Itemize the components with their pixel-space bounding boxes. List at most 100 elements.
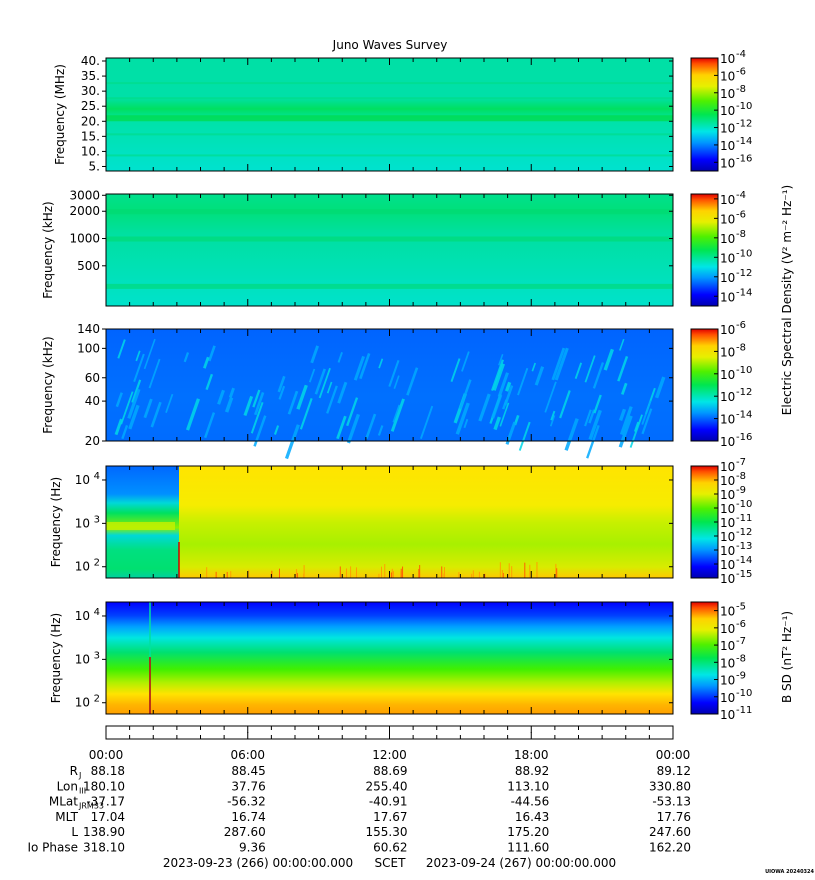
x-tick-label: 06:00 bbox=[230, 748, 265, 762]
ephemeris-value: 113.10 bbox=[507, 779, 549, 793]
colorbar-tick-exponent: -6 bbox=[736, 320, 746, 331]
colorbar-tick-exponent: -4 bbox=[736, 190, 746, 201]
wave-burst bbox=[551, 347, 566, 381]
colorbar-tick-label: 10 bbox=[720, 435, 735, 449]
colorbar-tick-exponent: -12 bbox=[736, 268, 752, 279]
ephemeris-value: 162.20 bbox=[649, 841, 691, 855]
wave-burst bbox=[503, 385, 514, 406]
colorbar-tick-label: 10 bbox=[720, 502, 735, 516]
y-tick-label: 10 bbox=[75, 560, 90, 574]
wave-burst bbox=[620, 382, 628, 395]
wave-burst bbox=[588, 409, 596, 424]
wave-burst bbox=[287, 390, 299, 415]
colorbar-tick-exponent: -10 bbox=[736, 248, 752, 259]
colorbar-tick-label: 10 bbox=[720, 87, 735, 101]
wave-burst bbox=[165, 393, 174, 413]
wave-burst bbox=[133, 353, 145, 382]
colorbar-tick-label: 10 bbox=[720, 544, 735, 558]
colorbar-tick-label: 10 bbox=[720, 122, 735, 136]
y-tick-exponent: 2 bbox=[94, 694, 100, 705]
wave-burst bbox=[392, 404, 401, 423]
ephemeris-value: 111.60 bbox=[507, 841, 549, 855]
ephemeris-value: 17.76 bbox=[657, 810, 691, 824]
colorbar-tick-label: 10 bbox=[720, 368, 735, 382]
y-axis-label: Frequency (Hz) bbox=[49, 477, 63, 568]
colorbar-tick-label: 10 bbox=[720, 558, 735, 572]
wave-burst bbox=[378, 358, 384, 369]
colorbar-tick-exponent: -8 bbox=[736, 84, 746, 95]
y-tick-label: 10. bbox=[81, 144, 100, 158]
y-tick-label: 35. bbox=[81, 69, 100, 83]
colorbar-tick-label: 10 bbox=[720, 474, 735, 488]
colorbar-tick-exponent: -8 bbox=[736, 653, 746, 664]
ephemeris-value: -56.32 bbox=[227, 795, 266, 809]
colorbar-label-magnetic: B SD (nT² Hz⁻¹) bbox=[780, 611, 794, 703]
time-range-end: 2023-09-24 (267) 00:00:00.000 bbox=[426, 856, 616, 870]
colorbar-tick-label: 10 bbox=[720, 413, 735, 427]
wave-burst bbox=[299, 398, 313, 430]
spectrogram-image bbox=[106, 466, 673, 578]
y-tick-exponent: 4 bbox=[94, 607, 100, 618]
wave-burst bbox=[455, 402, 470, 435]
colorbar-tick-label: 10 bbox=[720, 104, 735, 118]
wave-burst bbox=[336, 415, 347, 440]
colorbar-tick-exponent: -12 bbox=[736, 119, 752, 130]
wave-burst bbox=[208, 345, 216, 362]
wave-burst bbox=[326, 381, 333, 394]
ephemeris-value: -37.17 bbox=[86, 795, 125, 809]
colorbar-tick-label: 10 bbox=[720, 691, 735, 705]
wave-burst bbox=[148, 358, 161, 389]
x-tick-label: 12:00 bbox=[372, 748, 407, 762]
wave-burst bbox=[593, 394, 602, 414]
wave-burst bbox=[150, 401, 162, 428]
y-tick-label: 30. bbox=[81, 84, 100, 98]
colorbar-tick-exponent: -8 bbox=[736, 471, 746, 482]
emission-band bbox=[106, 82, 673, 85]
colorbar-tick-label: 10 bbox=[720, 212, 735, 226]
ephemeris-label: Io Phase bbox=[27, 841, 78, 855]
ephemeris-value: -40.91 bbox=[369, 795, 408, 809]
ephemeris-label-subscript: JRM33 bbox=[78, 802, 104, 811]
colorbar-tick-exponent: -9 bbox=[736, 485, 746, 496]
wave-burst bbox=[326, 385, 338, 414]
wave-burst bbox=[131, 379, 142, 403]
wave-burst bbox=[491, 394, 503, 419]
ephemeris-label: MLat bbox=[49, 795, 78, 809]
colorbar-tick-label: 10 bbox=[720, 52, 735, 66]
colorbar-tick-exponent: -13 bbox=[736, 541, 752, 552]
y-tick-label: 140 bbox=[77, 322, 100, 336]
y-tick-exponent: 3 bbox=[94, 514, 100, 525]
colorbar-scale bbox=[690, 601, 719, 715]
wave-burst bbox=[390, 398, 405, 432]
chart-title: Juno Waves Survey bbox=[332, 38, 448, 52]
wave-burst bbox=[459, 379, 472, 410]
colorbar-tick-exponent: -10 bbox=[736, 101, 752, 112]
credit-label: UIOWA 20240324 bbox=[765, 869, 814, 875]
colorbar-tick-label: 10 bbox=[720, 622, 735, 636]
wave-burst bbox=[531, 362, 537, 372]
spectrogram-panels: 40.35.30.25.20.15.10.5. Frequency (MHz) 10… bbox=[41, 49, 752, 722]
colorbar-tick-label: 10 bbox=[720, 674, 735, 688]
colorbar-tick-label: 10 bbox=[720, 139, 735, 153]
colorbar-tick-exponent: -7 bbox=[736, 457, 746, 468]
ephemeris-value: 89.12 bbox=[657, 764, 691, 778]
colorbar-tick-label: 10 bbox=[720, 271, 735, 285]
ephemeris-value: 287.60 bbox=[224, 825, 266, 839]
wave-burst bbox=[183, 352, 190, 363]
wave-burst bbox=[377, 425, 384, 436]
y-tick-label: 40. bbox=[81, 54, 100, 68]
wave-burst bbox=[205, 373, 214, 391]
wave-burst bbox=[353, 355, 366, 381]
y-tick-label: 100 bbox=[77, 341, 100, 355]
colorbar-tick-label: 10 bbox=[720, 530, 735, 544]
colorbar-tick-label: 10 bbox=[720, 639, 735, 653]
wave-burst bbox=[254, 391, 265, 416]
ephemeris-value: 17.04 bbox=[91, 810, 125, 824]
colorbar-tick-exponent: -10 bbox=[736, 688, 752, 699]
colorbar-tick-exponent: -7 bbox=[736, 636, 746, 647]
